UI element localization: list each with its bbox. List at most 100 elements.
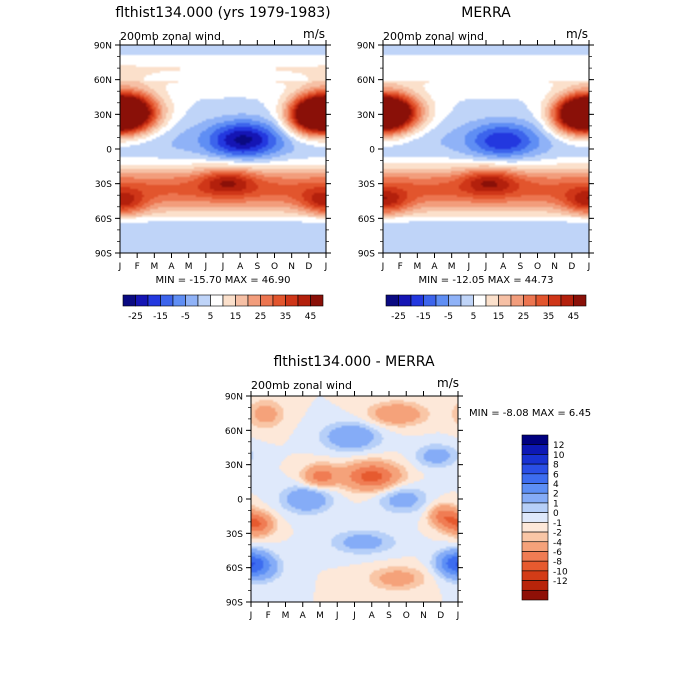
colorbar-swatch (247, 294, 261, 307)
colorbar: -25 -15 -5 5 15 25 35 45 (122, 294, 324, 322)
colorbar-swatch (160, 294, 174, 307)
heatmap-field (251, 396, 458, 602)
x-tick-label: J (118, 262, 122, 272)
y-tick-label: 90S (226, 599, 243, 609)
y-tick-label: 0 (369, 146, 375, 156)
colorbar-swatch (235, 294, 249, 307)
colorbar: -25 -15 -5 5 15 25 35 45 (385, 294, 587, 322)
x-tick-label: J (204, 262, 208, 272)
x-tick-label: O (271, 262, 278, 272)
y-tick-label: 60S (95, 215, 112, 225)
y-tick-label: 0 (237, 496, 243, 506)
colorbar-swatch (210, 294, 224, 307)
colorbar-swatch (521, 531, 549, 543)
panel-title: MERRA (461, 5, 511, 21)
x-tick-label: F (266, 611, 271, 621)
inner-title: 200mb zonal wind (120, 30, 221, 43)
y-tick-label: 90S (358, 250, 375, 260)
x-tick-label: F (398, 262, 403, 272)
x-tick-label: A (369, 611, 376, 621)
x-tick-label: A (237, 262, 244, 272)
x-tick-label: J (484, 262, 488, 272)
colorbar-swatch (260, 294, 274, 307)
colorbar-label: 45 (568, 312, 579, 322)
x-tick-label: J (467, 262, 471, 272)
colorbar-swatch (521, 454, 549, 465)
colorbar-label: -5 (181, 312, 190, 322)
colorbar-swatch (521, 434, 549, 446)
x-tick-label: J (335, 611, 339, 621)
y-tick-label: 90N (225, 393, 243, 403)
colorbar-label: 4 (553, 480, 559, 490)
y-tick-label: 90N (357, 42, 375, 52)
colorbar-label: -15 (153, 312, 168, 322)
x-tick-label: D (437, 611, 444, 621)
x-tick-label: A (300, 611, 307, 621)
y-tick-label: 90S (95, 250, 112, 260)
colorbar-label: -6 (553, 548, 562, 558)
colorbar-label: -15 (416, 312, 431, 322)
colorbar-swatch (535, 294, 549, 307)
colorbar-swatch (521, 512, 549, 523)
colorbar-label: -2 (553, 529, 562, 539)
colorbar-label: -12 (553, 577, 568, 587)
colorbar-swatch (172, 294, 186, 307)
colorbar-swatch (573, 294, 587, 307)
colorbar-swatch (521, 541, 549, 552)
heatmap-field (120, 45, 326, 253)
x-tick-label: A (500, 262, 507, 272)
colorbar-swatch (548, 294, 562, 307)
x-tick-label: F (135, 262, 140, 272)
colorbar-swatch (521, 483, 549, 494)
units-label: m/s (437, 376, 459, 390)
y-tick-label: 90N (94, 42, 112, 52)
colorbar-label: 35 (280, 312, 291, 322)
y-tick-label: 30S (95, 180, 112, 190)
colorbar-swatch (560, 294, 574, 307)
colorbar-label: -25 (128, 312, 143, 322)
colorbar-swatch (521, 580, 549, 591)
y-tick-label: 60S (358, 215, 375, 225)
colorbar-swatch (521, 589, 549, 601)
colorbar-swatch (122, 294, 136, 307)
colorbar-label: 25 (255, 312, 266, 322)
x-tick-label: N (551, 262, 558, 272)
colorbar-swatch (498, 294, 512, 307)
colorbar-swatch (523, 294, 537, 307)
colorbar-label: 0 (553, 509, 559, 519)
colorbar-swatch (385, 294, 399, 307)
y-tick-label: 60S (226, 564, 243, 574)
x-tick-label: M (316, 611, 324, 621)
x-tick-label: J (352, 611, 356, 621)
colorbar-label: 1 (553, 499, 559, 509)
colorbar-swatch (135, 294, 149, 307)
min-max-stats: MIN = -8.08 MAX = 6.45 (469, 408, 591, 419)
colorbar-label: 5 (471, 312, 477, 322)
x-tick-label: J (456, 611, 460, 621)
x-tick-label: J (381, 262, 385, 272)
x-tick-label: N (288, 262, 295, 272)
colorbar-label: 35 (543, 312, 554, 322)
y-tick-label: 30N (94, 111, 112, 121)
panel-title: flthist134.000 (yrs 1979-1983) (115, 5, 330, 21)
colorbar-swatch (410, 294, 424, 307)
colorbar-swatch (185, 294, 199, 307)
colorbar-label: -1 (553, 519, 562, 529)
x-tick-label: D (568, 262, 575, 272)
colorbar-swatch (310, 294, 324, 307)
colorbar-label: 45 (305, 312, 316, 322)
colorbar-swatch (222, 294, 236, 307)
colorbar-swatch (485, 294, 499, 307)
colorbar-swatch (272, 294, 286, 307)
colorbar-label: -5 (444, 312, 453, 322)
panel-difference: flthist134.000 - MERRA 200mb zonal wind … (225, 354, 591, 621)
colorbar-label: 10 (553, 451, 565, 461)
colorbar-label: 15 (230, 312, 241, 322)
colorbar-label: 8 (553, 461, 559, 471)
colorbar-swatch (197, 294, 211, 307)
